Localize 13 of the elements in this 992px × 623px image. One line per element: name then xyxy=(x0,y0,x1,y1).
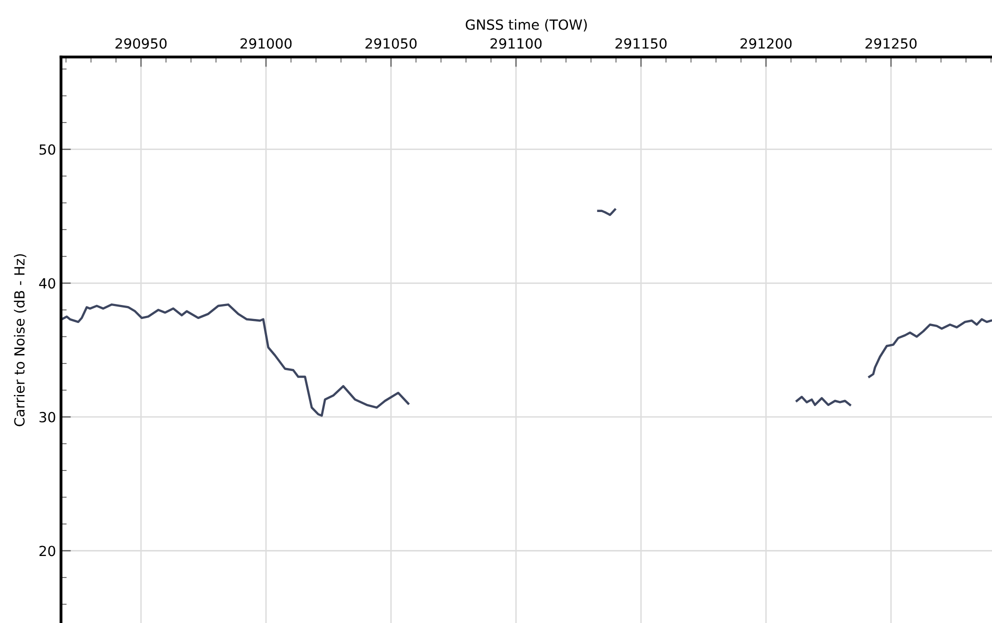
y-tick-label: 30 xyxy=(40,412,56,422)
y-tick-label: 50 xyxy=(40,144,56,155)
x-tick-label: 291150 xyxy=(616,38,667,49)
y-tick-label: 40 xyxy=(39,278,56,289)
x-tick-label: 291100 xyxy=(490,38,542,49)
x-tick-label: 291000 xyxy=(240,38,292,49)
x-tick-label: 290950 xyxy=(116,38,167,49)
y-axis-title: Carrier to Noise (dB - Hz) xyxy=(14,254,26,426)
x-tick-label: 291050 xyxy=(366,38,417,49)
x-tick-label: 291200 xyxy=(740,38,792,49)
x-tick-label: 291250 xyxy=(866,38,917,49)
y-tick-label: 20 xyxy=(39,546,56,556)
x-axis-title: GNSS time (TOW) xyxy=(466,19,587,32)
